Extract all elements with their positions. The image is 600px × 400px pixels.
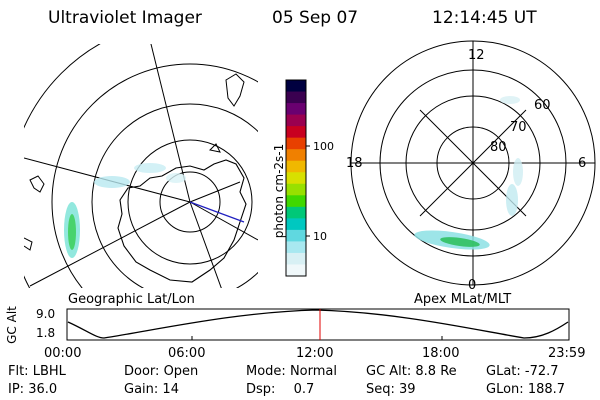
- door-value: Open: [163, 364, 199, 379]
- gc-alt-value: 8.8 Re: [415, 364, 457, 379]
- new-zealand-coastline: [225, 73, 245, 107]
- mlt-label-6: 6: [578, 156, 587, 171]
- latitude-circle: [91, 103, 258, 288]
- geographic-map-label: Geographic Lat/Lon: [68, 292, 195, 307]
- look-direction-line: [189, 201, 245, 223]
- timeline-tick-0000: 00:00: [44, 346, 82, 361]
- glon-value: 188.7: [527, 382, 566, 397]
- colorbar-unit-label: photon cm-2s-1: [272, 143, 286, 239]
- altitude-max-label: 9.0: [36, 307, 56, 321]
- mlat-label-60: 60: [534, 98, 551, 113]
- colorbar-segment: [286, 149, 306, 162]
- instrument-title: Ultraviolet Imager: [48, 8, 202, 28]
- orbit-altitude-curve: [67, 309, 569, 339]
- altitude-min-label: 1.8: [36, 326, 56, 340]
- colorbar-segment: [286, 195, 306, 208]
- gc-alt-label: GC Alt:: [366, 364, 412, 379]
- gain-label: Gain:: [124, 382, 159, 397]
- door-info: Door: Open: [124, 364, 198, 379]
- glat-label: GLat:: [486, 364, 521, 379]
- colorbar-segment: [286, 206, 306, 219]
- meridian-line: [189, 181, 241, 203]
- mlt-diagonal: [419, 109, 527, 217]
- dsp-info: Dsp: 0.7: [246, 382, 314, 397]
- latitude-circle: [159, 171, 221, 233]
- meridian-line: [189, 201, 222, 288]
- colorbar-segment: [286, 229, 306, 242]
- mlat-label-80: 80: [490, 140, 507, 155]
- ip-label: IP:: [8, 382, 25, 397]
- meridian-line: [189, 201, 258, 241]
- mode-info: Mode: Normal: [246, 364, 337, 379]
- timeline-tick-2359: 23:59: [548, 346, 586, 361]
- colorbar-segment: [286, 160, 306, 173]
- gc-alt-info: GC Alt: 8.8 Re: [366, 364, 457, 379]
- island-coastline: [208, 143, 221, 153]
- gain-info: Gain: 14: [124, 382, 179, 397]
- colorbar-tick-10: 10: [313, 230, 327, 243]
- glon-info: GLon: 188.7: [486, 382, 565, 397]
- dsp-value: 0.7: [293, 382, 315, 397]
- door-label: Door:: [124, 364, 160, 379]
- glon-label: GLon:: [486, 382, 524, 397]
- filter-label: Flt:: [8, 364, 29, 379]
- intensity-colorbar: [285, 79, 310, 277]
- colorbar-segment: [286, 264, 306, 277]
- aurora-emission: [64, 163, 186, 258]
- mlt-label-18: 18: [346, 156, 363, 171]
- apex-map-label: Apex MLat/MLT: [414, 292, 512, 307]
- sequence-label: Seq:: [366, 382, 395, 397]
- apex-polar-plot: [350, 40, 596, 286]
- ip-value: 36.0: [28, 382, 58, 397]
- dsp-label: Dsp:: [246, 382, 276, 397]
- mlt-label-0: 0: [468, 278, 477, 293]
- geographic-map: [24, 44, 258, 288]
- glat-info: GLat: -72.7: [486, 364, 559, 379]
- filter-info: Flt: LBHL: [8, 364, 66, 379]
- timeline-tick-1200: 12:00: [296, 346, 334, 361]
- mlt-label-12: 12: [468, 48, 485, 63]
- colorbar-segment: [286, 218, 306, 231]
- south-america-coastline: [29, 175, 45, 193]
- latitude-circle: [127, 139, 253, 265]
- observation-time: 12:14:45 UT: [432, 8, 537, 28]
- observation-date: 05 Sep 07: [272, 8, 359, 28]
- aurora-oval: [414, 96, 523, 250]
- antarctica-coastline: [117, 159, 247, 283]
- colorbar-segment: [286, 172, 306, 185]
- altitude-timeline: [66, 308, 570, 341]
- sequence-info: Seq: 39: [366, 382, 416, 397]
- gain-value: 14: [162, 382, 179, 397]
- colorbar-segment: [286, 241, 306, 254]
- sequence-value: 39: [399, 382, 416, 397]
- colorbar-segment: [286, 252, 306, 265]
- colorbar-segment: [286, 91, 306, 104]
- meridian-line: [29, 201, 191, 287]
- colorbar-segment: [286, 103, 306, 116]
- colorbar-segment: [286, 126, 306, 139]
- filter-value: LBHL: [32, 364, 66, 379]
- colorbar-segment: [286, 183, 306, 196]
- ip-info: IP: 36.0: [8, 382, 57, 397]
- coastline-fragment: [24, 237, 33, 251]
- colorbar-segment: [286, 80, 306, 93]
- mode-value: Normal: [289, 364, 337, 379]
- timeline-tick-0600: 06:00: [168, 346, 206, 361]
- latitude-circle: [51, 63, 258, 288]
- colorbar-tick-100: 100: [313, 140, 334, 153]
- colorbar-segment: [286, 114, 306, 127]
- glat-value: -72.7: [524, 364, 559, 379]
- timeline-tick-1800: 18:00: [422, 346, 460, 361]
- mode-label: Mode:: [246, 364, 286, 379]
- colorbar-segment: [286, 137, 306, 150]
- altitude-axis-label: GC Alt: [5, 306, 19, 344]
- mlat-label-70: 70: [510, 120, 527, 135]
